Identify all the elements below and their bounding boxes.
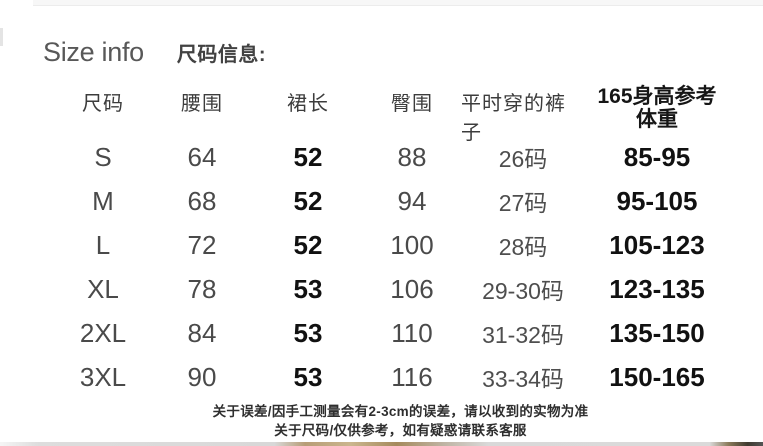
cell-pants: 33-34码: [482, 366, 564, 392]
cell-size: XL: [87, 273, 119, 304]
cell-weight: 105-123: [609, 229, 705, 260]
cell-size: 2XL: [79, 317, 127, 348]
title-english: Size info: [43, 37, 144, 67]
cell-hip: 94: [397, 185, 427, 216]
cell-size: M: [92, 185, 114, 216]
cell-weight: 150-165: [609, 361, 705, 392]
next-image-edge: [0, 442, 763, 446]
cell-waist: 90: [187, 361, 217, 392]
cell-pants: 28码: [498, 234, 548, 260]
cell-pants: 26码: [498, 146, 548, 172]
cell-size: L: [95, 229, 111, 260]
cell-length: 52: [293, 141, 323, 172]
cell-size: S: [94, 141, 112, 172]
cell-length: 53: [293, 361, 323, 392]
cell-size: 3XL: [79, 361, 127, 392]
header-cell-size: 尺码: [82, 93, 124, 115]
cell-waist: 68: [187, 185, 217, 216]
cell-waist: 78: [187, 273, 217, 304]
header-cell-length: 裙长: [287, 93, 329, 115]
cell-hip: 110: [391, 317, 433, 348]
header-cell-pants: 平时穿的裤子: [461, 93, 566, 144]
header-cell-hip: 臀围: [391, 93, 433, 115]
cell-length: 52: [293, 229, 323, 260]
left-edge-mark: [0, 28, 3, 46]
cell-weight: 123-135: [609, 273, 705, 304]
top-border-band: [33, 0, 763, 6]
cell-hip: 100: [390, 229, 434, 260]
cell-hip: 116: [391, 361, 433, 392]
cell-waist: 84: [187, 317, 217, 348]
cell-weight: 85-95: [623, 141, 691, 172]
cell-pants: 27码: [498, 190, 548, 216]
cell-pants: 29-30码: [482, 278, 564, 304]
footer-note-measure: 关于误差/因手工测量会有2-3cm的误差，请以收到的实物为准: [212, 404, 589, 419]
cell-weight: 135-150: [609, 317, 705, 348]
header-cell-waist: 腰围: [181, 93, 223, 115]
header-cell-weight: 165身高参考 体重: [585, 84, 729, 132]
cell-hip: 106: [390, 273, 434, 304]
footer-note-size: 关于尺码/仅供参考，如有疑惑请联系客服: [274, 423, 527, 438]
section-title: Size info 尺码信息:: [43, 37, 266, 68]
cell-length: 52: [293, 185, 323, 216]
cell-waist: 72: [187, 229, 217, 260]
cell-length: 53: [293, 317, 323, 348]
size-table: 尺码 腰围 裙长 臀围 平时穿的裤子 165身高参考 体重 S 64 52 88…: [55, 84, 729, 399]
cell-hip: 88: [397, 141, 427, 172]
cell-length: 53: [293, 273, 323, 304]
footer-notes: 关于误差/因手工测量会有2-3cm的误差，请以收到的实物为准 关于尺码/仅供参考…: [19, 402, 763, 440]
cell-waist: 64: [187, 141, 217, 172]
header-weight-line1: 165身高参考: [597, 85, 717, 108]
cell-pants: 31-32码: [482, 322, 564, 348]
header-weight-line2: 体重: [636, 108, 678, 131]
title-chinese: 尺码信息:: [176, 44, 267, 66]
cell-weight: 95-105: [616, 185, 698, 216]
